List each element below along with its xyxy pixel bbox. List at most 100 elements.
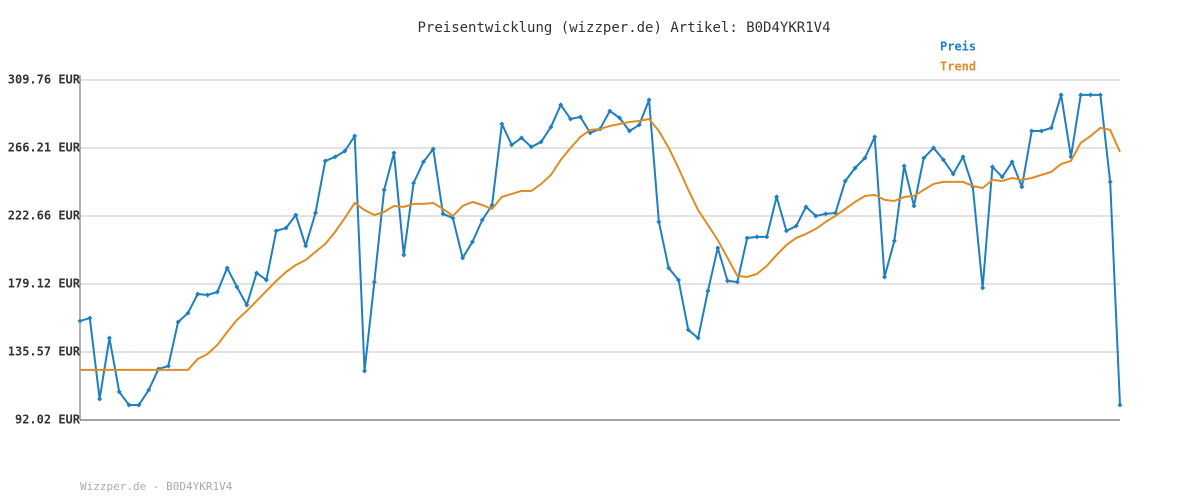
data-point	[205, 292, 211, 298]
data-point	[440, 211, 446, 217]
data-point	[774, 194, 780, 200]
data-point	[136, 402, 142, 408]
data-point	[558, 102, 564, 108]
data-point	[273, 228, 279, 234]
data-point	[303, 243, 309, 249]
data-point	[793, 223, 799, 229]
data-point	[607, 108, 613, 114]
data-point	[1088, 92, 1094, 98]
data-point	[783, 228, 789, 234]
data-point	[519, 135, 525, 141]
data-point	[931, 145, 937, 151]
data-point	[528, 144, 534, 150]
data-point	[695, 335, 701, 341]
data-point	[685, 327, 691, 333]
y-tick-label: 92.02 EUR	[15, 413, 81, 427]
data-point	[116, 389, 122, 395]
data-point	[705, 288, 711, 294]
data-point	[224, 265, 230, 271]
data-point	[764, 234, 770, 240]
data-point	[1078, 92, 1084, 98]
data-point	[548, 124, 554, 130]
legend-label: Preis	[940, 40, 976, 54]
y-tick-label: 179.12 EUR	[8, 276, 81, 290]
data-point	[381, 187, 387, 193]
data-point	[803, 204, 809, 210]
data-point	[126, 402, 132, 408]
data-point	[538, 139, 544, 145]
data-point	[450, 215, 456, 221]
data-point	[175, 319, 181, 325]
data-point	[960, 154, 966, 160]
data-point	[950, 171, 956, 177]
data-point	[675, 277, 681, 283]
data-point	[715, 245, 721, 251]
data-point	[322, 158, 328, 164]
data-point	[852, 165, 858, 171]
data-point	[617, 115, 623, 121]
data-point	[469, 239, 475, 245]
data-point	[626, 128, 632, 134]
data-point	[656, 219, 662, 225]
data-point	[499, 121, 505, 127]
data-point	[813, 213, 819, 219]
data-point	[97, 396, 103, 402]
data-point	[921, 155, 927, 161]
data-point	[842, 178, 848, 184]
data-point	[1048, 125, 1054, 131]
data-point	[666, 265, 672, 271]
data-point	[420, 159, 426, 165]
data-point	[332, 154, 338, 160]
data-point	[1009, 159, 1015, 165]
data-point	[744, 235, 750, 241]
data-point	[1058, 92, 1064, 98]
data-point	[577, 114, 583, 120]
data-point	[106, 335, 112, 341]
data-point	[312, 210, 318, 216]
data-point	[371, 279, 377, 285]
data-point	[891, 238, 897, 244]
y-tick-label: 266.21 EUR	[8, 141, 81, 155]
data-point	[293, 212, 299, 218]
data-point	[342, 148, 348, 154]
footer: Wizzper.de - B0D4YKR1V4	[80, 480, 233, 493]
data-point	[263, 277, 269, 283]
data-point	[636, 122, 642, 128]
y-tick-label: 309.76 EUR	[8, 73, 81, 87]
data-point	[214, 289, 220, 295]
data-point	[391, 150, 397, 156]
data-point	[872, 134, 878, 140]
data-point	[862, 155, 868, 161]
data-point	[901, 163, 907, 169]
data-point	[362, 368, 368, 374]
data-point	[411, 180, 417, 186]
data-point	[989, 164, 995, 170]
legend-label: Trend	[940, 60, 976, 74]
chart-title: Preisentwicklung (wizzper.de) Artikel: B…	[417, 20, 830, 36]
data-point	[1019, 184, 1025, 190]
data-point	[87, 315, 93, 321]
data-point	[980, 285, 986, 291]
data-point	[646, 97, 652, 103]
data-point	[146, 387, 152, 393]
data-point	[940, 157, 946, 163]
data-point	[234, 284, 240, 290]
data-point	[999, 174, 1005, 180]
data-point	[1097, 92, 1103, 98]
data-point	[283, 225, 289, 231]
data-point	[734, 279, 740, 285]
data-point	[823, 211, 829, 217]
data-point	[254, 270, 260, 276]
data-point	[430, 146, 436, 152]
data-point	[352, 133, 358, 139]
data-point	[1039, 128, 1045, 134]
y-tick-label: 135.57 EUR	[8, 344, 81, 358]
data-point	[754, 234, 760, 240]
y-tick-label: 222.66 EUR	[8, 209, 81, 223]
data-point	[568, 116, 574, 122]
data-point	[882, 274, 888, 280]
data-point	[479, 217, 485, 223]
data-point	[244, 302, 250, 308]
data-point	[195, 291, 201, 297]
